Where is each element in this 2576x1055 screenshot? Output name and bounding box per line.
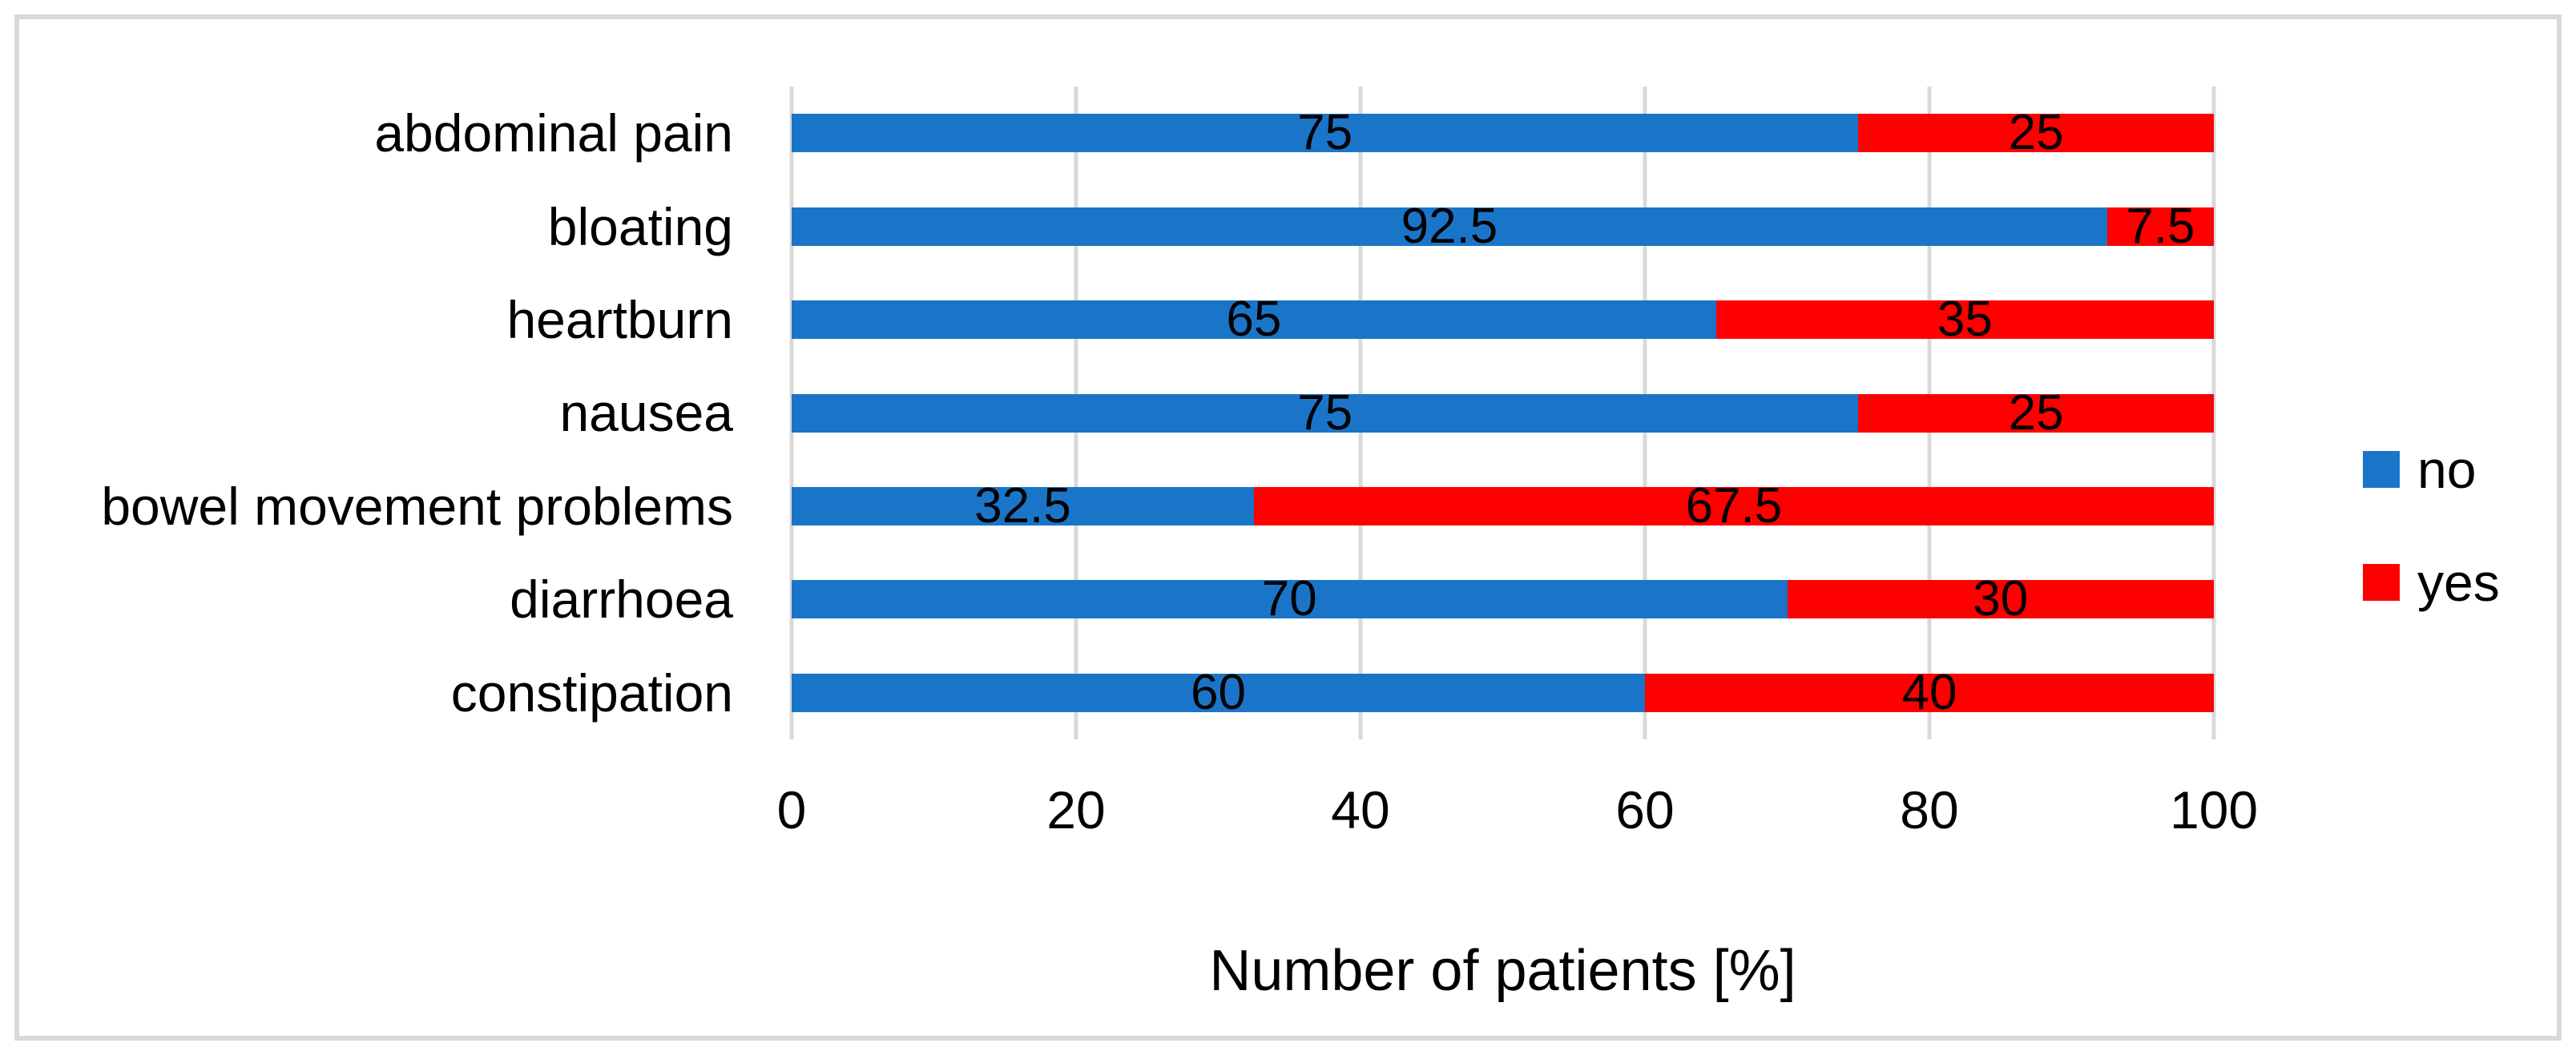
category-label: nausea — [559, 383, 733, 443]
data-label: 75 — [1297, 385, 1353, 441]
bar-row-6: 60 40 — [792, 667, 2214, 717]
bar-segment-yes: 67.5 — [1253, 481, 2214, 530]
bar-segment-yes: 40 — [1645, 667, 2214, 717]
data-label: 30 — [1973, 571, 2029, 627]
bar-segment-no: 75 — [792, 108, 1859, 158]
bar-row-2: 65 35 — [792, 295, 2214, 344]
data-label: 92.5 — [1401, 198, 1498, 254]
bar-row-5: 70 30 — [792, 574, 2214, 624]
legend-swatch-yes — [2363, 564, 2400, 601]
x-tick-label-20: 20 — [1046, 780, 1106, 840]
x-axis-ticks: 0 20 40 60 80 100 — [777, 780, 2258, 848]
bar-segment-yes: 30 — [1787, 574, 2214, 624]
gridline-x-100 — [2211, 87, 2216, 739]
legend-item-yes: yes — [2363, 556, 2500, 609]
category-label: bloating — [547, 196, 733, 256]
category-label: abdominal pain — [374, 103, 733, 163]
category-label: heartburn — [506, 290, 733, 350]
data-label: 25 — [2008, 385, 2064, 441]
legend-swatch-no — [2363, 451, 2400, 488]
bar-row-1: 92.5 7.5 — [792, 201, 2214, 251]
data-label: 32.5 — [974, 477, 1071, 534]
x-axis-title: Number of patients [%] — [1209, 939, 1796, 1003]
bar-segment-no: 70 — [792, 574, 1788, 624]
bar-segment-no: 32.5 — [792, 481, 1254, 530]
legend: no yes — [2363, 0, 2563, 1055]
data-label: 40 — [1901, 664, 1957, 720]
category-label: constipation — [450, 662, 733, 723]
bar-row-0: 75 25 — [792, 108, 2214, 158]
data-label: 25 — [2008, 105, 2064, 161]
data-label: 35 — [1937, 292, 1993, 348]
chart-frame-border — [14, 14, 2562, 1041]
data-label: 65 — [1226, 292, 1282, 348]
legend-item-no: no — [2363, 443, 2476, 496]
bar-segment-yes: 25 — [1858, 108, 2214, 158]
x-tick-label-40: 40 — [1331, 780, 1390, 840]
plot-area: 75 25 92.5 7.5 65 35 75 25 32.5 67.5 70 30 60 40 — [789, 87, 2216, 739]
bar-segment-no: 75 — [792, 388, 1859, 437]
data-label: 70 — [1261, 571, 1317, 627]
legend-label-no: no — [2417, 440, 2477, 499]
data-label: 7.5 — [2126, 198, 2195, 254]
x-tick-label-0: 0 — [776, 780, 807, 840]
x-tick-label-100: 100 — [2169, 780, 2259, 840]
bar-segment-no: 60 — [792, 667, 1645, 717]
bar-segment-yes: 25 — [1858, 388, 2214, 437]
bar-row-4: 32.5 67.5 — [792, 481, 2214, 530]
x-tick-label-80: 80 — [1900, 780, 1959, 840]
data-label: 75 — [1297, 105, 1353, 161]
bar-segment-yes: 35 — [1715, 295, 2214, 344]
bar-segment-no: 92.5 — [792, 201, 2107, 251]
bar-row-3: 75 25 — [792, 388, 2214, 437]
bar-segment-no: 65 — [792, 295, 1716, 344]
data-label: 67.5 — [1685, 477, 1783, 534]
legend-label-yes: yes — [2417, 553, 2500, 612]
category-label: bowel movement problems — [101, 476, 733, 536]
data-label: 60 — [1191, 664, 1246, 720]
category-label: diarrhoea — [510, 570, 733, 630]
category-axis: abdominal pain bloating heartburn nausea bow… — [32, 87, 733, 739]
x-tick-label-60: 60 — [1615, 780, 1675, 840]
bar-segment-yes: 7.5 — [2106, 201, 2214, 251]
